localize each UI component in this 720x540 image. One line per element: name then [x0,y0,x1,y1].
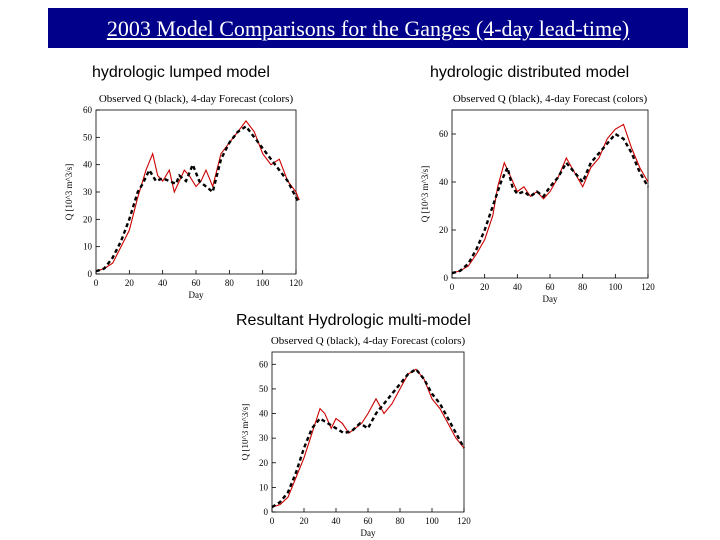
heading-distributed-model: hydrologic distributed model [430,64,630,81]
chart-multi-xtick-label: 0 [270,516,275,526]
chart-distributed: Observed Q (black), 4-day Forecast (colo… [412,88,662,312]
chart-lumped-ytick-label: 50 [83,132,93,142]
chart-distributed-xtick-label: 120 [641,282,655,292]
chart-distributed-xtick-label: 100 [609,282,623,292]
chart-distributed-ylabel: Q [10^3 m^3/s] [420,166,430,222]
chart-lumped-ytick-label: 60 [83,105,93,115]
chart-distributed-xlabel: Day [543,294,558,304]
chart-lumped: Observed Q (black), 4-day Forecast (colo… [60,88,310,306]
chart-multi-observed-line [271,367,466,509]
chart-lumped-title: Observed Q (black), 4-day Forecast (colo… [99,93,294,105]
chart-lumped-xtick-label: 40 [158,278,168,288]
chart-distributed-xtick-label: 40 [513,282,523,292]
chart-lumped-ytick-label: 20 [83,214,93,224]
chart-multi-xtick-label: 80 [396,516,406,526]
chart-multi-xtick-label: 100 [425,516,439,526]
heading-lumped-model: hydrologic lumped model [92,64,270,81]
chart-lumped-xtick-label: 80 [225,278,235,288]
chart-lumped-ytick-label: 10 [83,242,93,252]
chart-distributed-title: Observed Q (black), 4-day Forecast (colo… [453,93,648,105]
chart-multi-ytick-label: 30 [259,433,269,443]
chart-distributed-xtick-label: 60 [546,282,556,292]
chart-multi-title: Observed Q (black), 4-day Forecast (colo… [271,335,466,347]
chart-distributed-xtick-label: 80 [578,282,588,292]
chart-distributed-observed-line [451,132,650,275]
chart-lumped-plot-frame [95,109,297,275]
chart-multi-ytick-label: 40 [259,409,269,419]
chart-distributed-svg: Observed Q (black), 4-day Forecast (colo… [420,93,655,304]
chart-lumped-forecast-line [95,119,300,272]
chart-multi-xtick-label: 20 [300,516,310,526]
chart-distributed-ytick-label: 40 [439,177,449,187]
chart-multi-xtick-label: 40 [332,516,342,526]
chart-lumped-observed-line [95,124,301,273]
title-banner: 2003 Model Comparisons for the Ganges (4… [48,8,688,48]
page-title: 2003 Model Comparisons for the Ganges (4… [106,16,630,41]
chart-multi-forecast-line [271,368,465,508]
chart-multi-svg: Observed Q (black), 4-day Forecast (colo… [242,335,471,538]
chart-multi: Observed Q (black), 4-day Forecast (colo… [242,330,477,538]
chart-lumped-xtick-label: 0 [94,278,99,288]
chart-lumped-ytick-label: 30 [83,187,93,197]
chart-lumped-xtick-label: 100 [256,278,270,288]
chart-lumped-xtick-label: 120 [289,278,303,288]
chart-multi-xlabel: Day [361,528,376,538]
chart-lumped-xlabel: Day [189,290,204,300]
chart-distributed-ytick-label: 20 [439,225,449,235]
chart-distributed-xtick-label: 20 [480,282,490,292]
chart-multi-ytick-label: 10 [259,482,269,492]
chart-lumped-ytick-label: 40 [83,160,93,170]
chart-lumped-svg: Observed Q (black), 4-day Forecast (colo… [64,93,303,300]
chart-multi-ytick-label: 20 [259,458,269,468]
chart-lumped-ylabel: Q [10^3 m^3/s] [64,164,74,220]
chart-multi-ytick-label: 60 [259,359,269,369]
chart-distributed-xtick-label: 0 [450,282,455,292]
heading-multi-model: Resultant Hydrologic multi-model [236,312,471,329]
chart-multi-ytick-label: 0 [264,507,269,517]
chart-multi-xtick-label: 120 [457,516,471,526]
chart-lumped-xtick-label: 60 [192,278,202,288]
chart-lumped-ytick-label: 0 [88,269,93,279]
chart-distributed-ytick-label: 0 [444,273,449,283]
chart-multi-plot-frame [271,351,465,513]
chart-distributed-ytick-label: 60 [439,129,449,139]
chart-lumped-xtick-label: 20 [125,278,135,288]
chart-multi-xtick-label: 60 [364,516,374,526]
chart-multi-ylabel: Q [10^3 m^3/s] [242,404,250,460]
chart-distributed-forecast-line [451,123,649,274]
chart-multi-ytick-label: 50 [259,384,269,394]
